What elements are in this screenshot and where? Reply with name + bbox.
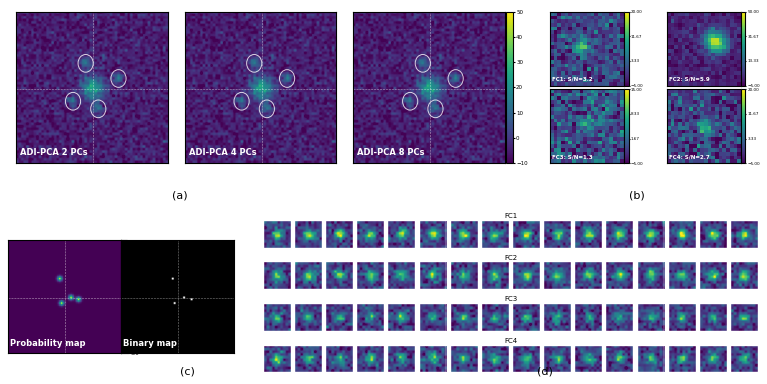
Text: FC1: S/N=3.2: FC1: S/N=3.2	[552, 77, 593, 82]
Text: Binary map: Binary map	[123, 339, 177, 348]
Text: FC2: S/N=5.9: FC2: S/N=5.9	[669, 77, 709, 82]
Text: ADI-PCA 2 PCs: ADI-PCA 2 PCs	[20, 148, 87, 157]
Text: (a): (a)	[173, 190, 188, 200]
Text: (c): (c)	[180, 366, 196, 376]
Text: FC3: FC3	[504, 296, 518, 302]
Text: ADI-PCA 8 PCs: ADI-PCA 8 PCs	[357, 148, 425, 157]
Text: FC3: S/N=1.3: FC3: S/N=1.3	[552, 154, 593, 159]
Text: FC2: FC2	[505, 255, 518, 260]
Text: ADI-PCA 4 PCs: ADI-PCA 4 PCs	[189, 148, 256, 157]
Text: (b): (b)	[629, 190, 644, 200]
Text: FC1: FC1	[504, 213, 518, 219]
Text: Probability map: Probability map	[11, 339, 86, 348]
Text: FC4: FC4	[505, 338, 518, 344]
Text: (d): (d)	[537, 366, 552, 376]
Text: FC4: S/N=2.7: FC4: S/N=2.7	[669, 154, 709, 159]
